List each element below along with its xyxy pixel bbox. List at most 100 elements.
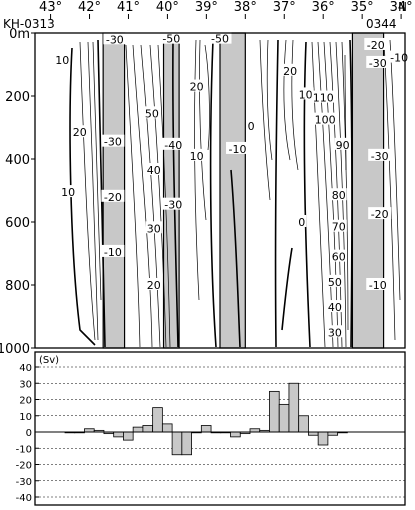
bar-26	[317, 431, 329, 446]
lat-label-42: 42°	[78, 0, 101, 15]
contour-label-bg-22	[311, 90, 335, 103]
contour-label-14: -50	[211, 33, 229, 46]
contour-line-20	[259, 39, 271, 201]
contour-label-bg-35	[368, 207, 392, 220]
contour-line-17	[194, 39, 200, 301]
section-end-label: 0344	[366, 17, 397, 31]
contour-label-2: 20	[73, 126, 87, 139]
contour-line-14	[140, 44, 161, 348]
contour-line-3	[209, 39, 217, 348]
lat-label-41: 41°	[117, 0, 140, 15]
contour-label-bg-32	[366, 55, 390, 68]
contour-line-11	[92, 41, 102, 301]
bar-ylabel: (Sv)	[39, 355, 59, 366]
depth-label-200: 200	[5, 90, 30, 105]
contour-label-bg-0	[54, 52, 71, 65]
contour-line-18	[199, 39, 207, 221]
contour-label-0: 10	[55, 54, 69, 67]
section-frame	[34, 32, 406, 349]
bar-6	[123, 431, 134, 441]
contour-label-bg-9	[161, 137, 185, 150]
contour-label-bg-27	[330, 249, 347, 262]
contour-line-5	[274, 39, 279, 348]
contour-line-9	[79, 41, 96, 341]
contour-label-31: -20	[367, 39, 385, 52]
contour-label-26: 70	[332, 221, 346, 234]
contour-label-bg-20	[297, 215, 307, 227]
contour-label-15: 20	[190, 81, 204, 94]
contour-line-30	[344, 54, 347, 171]
contour-line-31	[383, 39, 396, 341]
contour-label-bg-2	[71, 125, 88, 138]
contour-label-30: 30	[328, 326, 342, 339]
bar-9	[152, 407, 163, 433]
contour-line-19	[204, 44, 210, 151]
contour-label-23: 100	[315, 114, 336, 127]
bar-14	[200, 425, 212, 433]
contour-label-bg-28	[326, 274, 343, 287]
contour-line-15	[149, 44, 167, 348]
contour-label-bg-34	[368, 148, 392, 161]
contour-label-1: -30	[106, 33, 124, 46]
lat-label-38: 38°	[234, 0, 257, 15]
depth-label-1000: 1000	[0, 342, 30, 357]
contour-label-7: -50	[162, 33, 180, 46]
bar-5	[113, 431, 124, 438]
contour-label-bg-23	[313, 112, 337, 125]
contour-label-bg-16	[246, 118, 256, 131]
bar-7	[132, 426, 144, 433]
contour-line-7	[349, 39, 353, 348]
contour-label-bg-13	[145, 278, 162, 290]
bar-10	[161, 423, 173, 433]
contour-label-24: 90	[336, 139, 350, 152]
contour-label-22: 110	[313, 92, 334, 105]
transport-bar-chart: 40 30 20 10 0 -10 -20 -30 -40 (Sv)	[16, 351, 406, 506]
bar-8	[142, 425, 154, 433]
bar-ytick-label-30: 30	[19, 379, 32, 390]
contour-label-bg-7	[159, 31, 183, 44]
contour-label-bg-24	[334, 137, 351, 150]
contour-label-bg-21	[297, 87, 314, 100]
bar-ytick-label--20: -20	[16, 461, 32, 472]
contour-label-bg-15	[188, 79, 205, 92]
latitude-axis: 43° 42° 41° 40° 39° 38° 37° 36° 35° 34°N KH-0313 03…	[3, 0, 413, 31]
contour-label-18: -10	[229, 143, 247, 156]
contour-label-27: 60	[332, 251, 346, 264]
contour-line-24	[311, 41, 326, 348]
contour-label-29: 40	[328, 301, 342, 314]
contour-label-bg-36	[366, 278, 390, 290]
contour-label-bg-12	[145, 221, 162, 234]
contour-label-32: -30	[369, 57, 387, 70]
lat-label-40: 40°	[156, 0, 179, 15]
lat-label-39: 39°	[195, 0, 218, 15]
depth-label-800: 800	[5, 279, 30, 294]
bar-24	[298, 415, 309, 433]
contour-line-8	[303, 41, 311, 348]
contour-label-33: -10	[390, 52, 408, 65]
bar-17	[230, 431, 241, 438]
contour-label-bg-5	[101, 189, 125, 202]
lat-label-43: 43°	[39, 0, 62, 15]
lat-unit-label: N	[398, 0, 407, 14]
bar-ytick-label-0: 0	[26, 428, 32, 439]
bar-ytick-label-10: 10	[19, 412, 32, 423]
contour-label-13: 20	[147, 279, 161, 292]
contour-label-bg-31	[364, 37, 388, 50]
contour-label-11: -30	[164, 199, 182, 212]
contour-line-6	[281, 247, 293, 331]
contour-line-32	[389, 39, 401, 301]
contour-line-21	[266, 39, 273, 161]
contour-line-12	[125, 44, 141, 348]
contour-label-bg-4	[60, 185, 77, 198]
contour-label-16: 0	[248, 120, 255, 133]
contour-label-bg-8	[143, 106, 160, 119]
contour-label-28: 50	[328, 276, 342, 289]
bar-ytick-label-20: 20	[19, 396, 32, 407]
lat-label-36: 36°	[312, 0, 335, 15]
section-start-label: KH-0313	[3, 17, 55, 31]
contour-label-bg-11	[161, 197, 185, 210]
bar-ytick-label-40: 40	[19, 363, 32, 374]
contour-label-17: 10	[190, 150, 204, 163]
